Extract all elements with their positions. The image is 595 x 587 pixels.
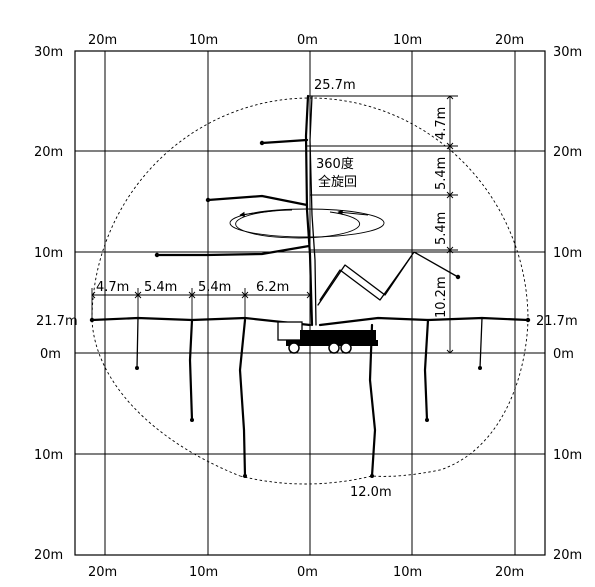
boom-mast: [304, 94, 317, 327]
rotation-label-line2: 全旋回: [318, 174, 357, 190]
right-label-10m: 10m: [553, 246, 582, 261]
reach-envelope-left: [91, 319, 241, 477]
boom-pose-upper: [259, 138, 309, 146]
max-height-label: 25.7m: [314, 78, 356, 93]
top-label-10m-left: 10m: [189, 33, 218, 48]
vseg-4-7m: 4.7m: [434, 107, 449, 140]
top-label-20m-right: 20m: [495, 33, 524, 48]
top-label-20m-left: 20m: [88, 33, 117, 48]
hseg-5-4m-outer: 5.4m: [144, 280, 177, 295]
boom-pose-folded-right: [317, 251, 461, 306]
right-label-minus20m: 20m: [553, 548, 582, 563]
vseg-5-4m-upper: 5.4m: [434, 157, 449, 190]
right-label-30m: 30m: [553, 45, 582, 60]
top-label-0m: 0m: [297, 33, 318, 48]
boom-pose-hanging: [135, 317, 483, 478]
boom-pose-mid: [205, 194, 309, 207]
bottom-label-10m-left: 10m: [189, 565, 218, 580]
bottom-label-20m-left: 20m: [88, 565, 117, 580]
vertical-dimensions: [305, 95, 458, 354]
bottom-label-20m-right: 20m: [495, 565, 524, 580]
rotation-label-line1: 360度: [316, 156, 354, 172]
left-label-minus10m: 10m: [34, 448, 63, 463]
horizontal-dimensions: [91, 288, 311, 320]
boom-pose-lower: [154, 244, 311, 258]
max-depth-label: 12.0m: [350, 485, 392, 500]
left-label-30m: 30m: [34, 45, 63, 60]
bottom-label-0m: 0m: [297, 565, 318, 580]
top-label-10m-right: 10m: [393, 33, 422, 48]
vseg-10-2m: 10.2m: [434, 276, 449, 318]
grid-lines: [75, 51, 545, 555]
left-label-10m: 10m: [34, 246, 63, 261]
left-label-20m: 20m: [34, 145, 63, 160]
bottom-label-10m-right: 10m: [393, 565, 422, 580]
hseg-5-4m-inner: 5.4m: [198, 280, 231, 295]
right-label-21-7m: 21.7m: [536, 314, 578, 329]
left-label-0m: 0m: [40, 347, 61, 362]
vseg-5-4m-lower: 5.4m: [434, 212, 449, 245]
left-label-minus20m: 20m: [34, 548, 63, 563]
pump-truck: [277, 321, 378, 354]
left-label-21-7m: 21.7m: [36, 314, 78, 329]
hseg-6-2m: 6.2m: [256, 280, 289, 295]
right-label-0m: 0m: [553, 347, 574, 362]
hseg-4-7m: 4.7m: [96, 280, 129, 295]
right-label-20m: 20m: [553, 145, 582, 160]
right-label-minus10m: 10m: [553, 448, 582, 463]
depth-arc: [239, 475, 373, 485]
